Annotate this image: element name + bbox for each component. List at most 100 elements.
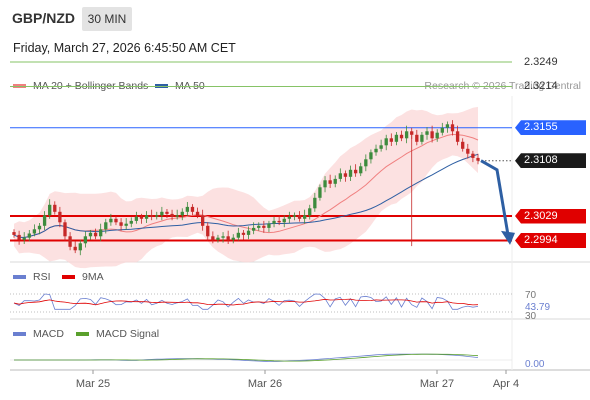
candle-body xyxy=(216,237,220,240)
rsi-level-70: 70 xyxy=(525,290,537,301)
candle xyxy=(394,132,399,146)
candle xyxy=(461,138,465,152)
candle xyxy=(425,127,429,140)
level-tag-support: 2.2994 xyxy=(515,233,586,248)
timeframe-badge[interactable]: 30 MIN xyxy=(82,7,132,31)
candle-body xyxy=(420,134,424,142)
candle xyxy=(415,129,419,146)
candle xyxy=(389,133,393,146)
candle xyxy=(185,202,190,216)
candle xyxy=(369,149,373,164)
candle xyxy=(124,218,128,230)
macd-signal-swatch xyxy=(76,332,89,336)
candle-body xyxy=(201,215,205,226)
candle xyxy=(175,209,179,220)
rsi-ma-swatch xyxy=(62,275,75,279)
candle-body xyxy=(109,218,113,223)
candle-body xyxy=(374,148,378,153)
candle-body xyxy=(302,215,307,219)
candle xyxy=(201,209,205,231)
candle xyxy=(221,232,225,243)
candle-body xyxy=(42,215,47,226)
candle-body xyxy=(369,152,373,160)
candle-body xyxy=(353,169,358,174)
candle xyxy=(170,209,174,221)
legend-macd-signal-label: MACD Signal xyxy=(96,328,160,340)
candle-body xyxy=(333,178,337,184)
level-tag-target: 2.3249 xyxy=(524,55,558,68)
candle-body xyxy=(272,220,276,224)
candle xyxy=(78,239,82,256)
x-tick-label: Apr 4 xyxy=(493,378,519,390)
candle-body xyxy=(267,223,271,228)
legend-rsi-ma-label: 9MA xyxy=(82,271,104,283)
candle-body xyxy=(68,236,72,247)
candle-body xyxy=(328,180,332,184)
candle xyxy=(353,164,358,177)
candle xyxy=(404,125,409,144)
candle xyxy=(348,165,353,181)
candle-body xyxy=(466,148,470,154)
candle xyxy=(68,232,72,251)
candle xyxy=(48,199,52,219)
candle-body xyxy=(241,232,246,235)
forecast-arrowhead xyxy=(501,230,515,245)
candle xyxy=(262,220,266,233)
candle-body xyxy=(37,225,42,230)
candle-body xyxy=(425,131,429,135)
candle xyxy=(119,218,123,231)
legend-rsi-label: RSI xyxy=(33,271,51,283)
candle-body xyxy=(410,131,414,135)
candle-body xyxy=(139,216,144,219)
candle xyxy=(139,213,144,224)
candle xyxy=(58,206,62,228)
candle xyxy=(445,121,450,133)
candle-body xyxy=(63,222,67,237)
candle-body xyxy=(175,215,179,217)
level-tag-support: 2.3029 xyxy=(515,208,586,224)
candle-body xyxy=(384,138,388,146)
candle-body xyxy=(455,131,460,142)
candle-body xyxy=(185,206,190,212)
candle xyxy=(155,211,159,220)
candle xyxy=(282,215,286,228)
candle-body xyxy=(257,225,261,228)
candle-body xyxy=(394,134,399,142)
candle-body xyxy=(88,232,93,237)
candle xyxy=(328,174,332,188)
rsi-value: 43.79 xyxy=(525,302,550,313)
candle-body xyxy=(134,216,139,221)
level-tag-target: 2.3214 xyxy=(524,80,558,92)
candle xyxy=(129,217,133,228)
candle-body xyxy=(323,180,327,188)
candle xyxy=(134,211,139,224)
candle xyxy=(333,175,337,188)
candle-body xyxy=(282,218,286,223)
candle xyxy=(211,231,215,244)
candle-body xyxy=(22,237,26,240)
candle-body xyxy=(251,227,256,231)
ma20-line xyxy=(13,133,479,239)
candle-body xyxy=(399,134,404,139)
candle xyxy=(22,232,26,244)
candle-body xyxy=(99,229,103,237)
candle-body xyxy=(435,132,439,139)
candle-body xyxy=(440,127,444,133)
candle-body xyxy=(104,222,108,230)
candle-body xyxy=(144,215,149,219)
candle xyxy=(302,209,307,224)
x-tick-label: Mar 25 xyxy=(76,378,110,390)
macd-value: 0.00 xyxy=(525,359,545,370)
candle-body xyxy=(343,173,348,177)
candle-body xyxy=(48,204,52,216)
candle-body xyxy=(471,153,475,158)
candle xyxy=(364,154,368,172)
ma50-line xyxy=(13,153,479,239)
pair-title: GBP/NZD xyxy=(12,10,75,26)
candle xyxy=(144,211,149,223)
candle xyxy=(109,213,113,226)
candle xyxy=(318,184,322,201)
candle-body xyxy=(58,211,62,223)
candle xyxy=(384,134,388,151)
